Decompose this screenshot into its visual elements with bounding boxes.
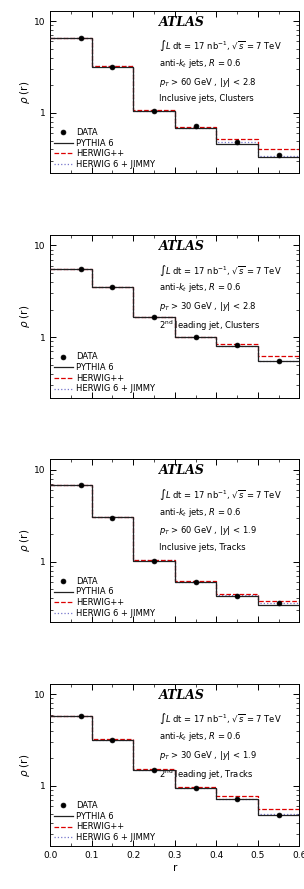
Text: $p_T$ > 30 GeV , $|y|$ < 2.8: $p_T$ > 30 GeV , $|y|$ < 2.8 [159,300,256,313]
Y-axis label: $\rho$ (r): $\rho$ (r) [19,305,33,328]
Text: anti-$k_t$ jets, $R$ = 0.6: anti-$k_t$ jets, $R$ = 0.6 [159,730,241,743]
Text: $\int L$ dt = 17 nb$^{-1}$, $\sqrt{s}$ = 7 TeV: $\int L$ dt = 17 nb$^{-1}$, $\sqrt{s}$ =… [159,262,281,277]
Legend: DATA, PYTHIA 6, HERWIG++, HERWIG 6 + JIMMY: DATA, PYTHIA 6, HERWIG++, HERWIG 6 + JIM… [52,798,157,845]
Text: $\int L$ dt = 17 nb$^{-1}$, $\sqrt{s}$ = 7 TeV: $\int L$ dt = 17 nb$^{-1}$, $\sqrt{s}$ =… [159,487,281,502]
Text: Inclusive jets, Tracks: Inclusive jets, Tracks [159,543,245,552]
Text: 2$^{\rm nd}$ leading jet, Tracks: 2$^{\rm nd}$ leading jet, Tracks [159,767,253,782]
Y-axis label: $\rho$ (r): $\rho$ (r) [19,529,33,552]
Text: $\int L$ dt = 17 nb$^{-1}$, $\sqrt{s}$ = 7 TeV: $\int L$ dt = 17 nb$^{-1}$, $\sqrt{s}$ =… [159,38,281,53]
X-axis label: r: r [173,863,177,873]
Text: $p_T$ > 30 GeV , $|y|$ < 1.9: $p_T$ > 30 GeV , $|y|$ < 1.9 [159,749,256,762]
Text: ATLAS: ATLAS [159,240,205,252]
Legend: DATA, PYTHIA 6, HERWIG++, HERWIG 6 + JIMMY: DATA, PYTHIA 6, HERWIG++, HERWIG 6 + JIM… [52,350,157,396]
Text: $\int L$ dt = 17 nb$^{-1}$, $\sqrt{s}$ = 7 TeV: $\int L$ dt = 17 nb$^{-1}$, $\sqrt{s}$ =… [159,711,281,726]
Legend: DATA, PYTHIA 6, HERWIG++, HERWIG 6 + JIMMY: DATA, PYTHIA 6, HERWIG++, HERWIG 6 + JIM… [52,574,157,621]
Y-axis label: $\rho$ (r): $\rho$ (r) [19,80,33,104]
Text: $p_T$ > 60 GeV , $|y|$ < 1.9: $p_T$ > 60 GeV , $|y|$ < 1.9 [159,525,256,538]
Legend: DATA, PYTHIA 6, HERWIG++, HERWIG 6 + JIMMY: DATA, PYTHIA 6, HERWIG++, HERWIG 6 + JIM… [52,125,157,172]
Text: ATLAS: ATLAS [159,464,205,477]
Text: ATLAS: ATLAS [159,689,205,701]
Text: anti-$k_t$ jets, $R$ = 0.6: anti-$k_t$ jets, $R$ = 0.6 [159,281,241,294]
Y-axis label: $\rho$ (r): $\rho$ (r) [19,753,33,777]
Text: Inclusive jets, Clusters: Inclusive jets, Clusters [159,94,253,103]
Text: anti-$k_t$ jets, $R$ = 0.6: anti-$k_t$ jets, $R$ = 0.6 [159,506,241,518]
Text: 2$^{\rm nd}$ leading jet, Clusters: 2$^{\rm nd}$ leading jet, Clusters [159,319,260,333]
Text: ATLAS: ATLAS [159,15,205,28]
Text: anti-$k_t$ jets, $R$ = 0.6: anti-$k_t$ jets, $R$ = 0.6 [159,57,241,70]
Text: $p_T$ > 60 GeV , $|y|$ < 2.8: $p_T$ > 60 GeV , $|y|$ < 2.8 [159,76,256,89]
